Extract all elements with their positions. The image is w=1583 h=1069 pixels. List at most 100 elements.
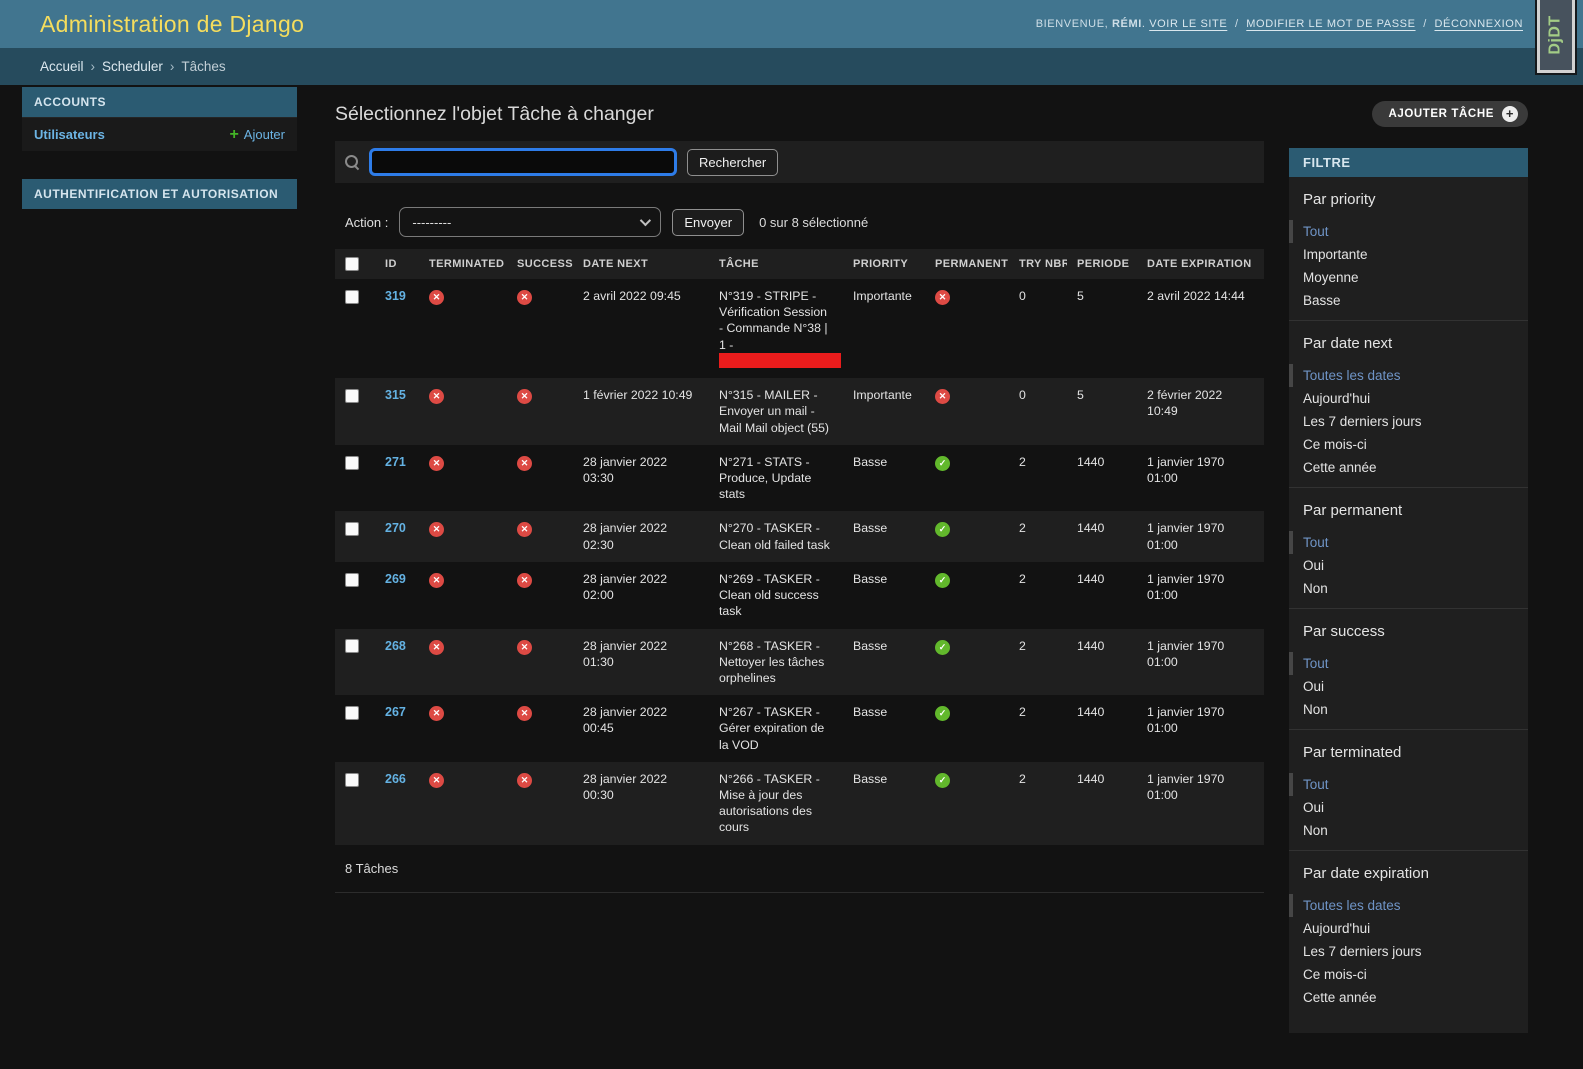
cell-priority: Basse — [843, 511, 925, 561]
cell-priority: Basse — [843, 445, 925, 512]
filter-option[interactable]: Toutes les dates — [1289, 364, 1528, 387]
filter-option[interactable]: Les 7 derniers jours — [1289, 940, 1528, 963]
filter-option-link[interactable]: Tout — [1303, 224, 1329, 239]
filter-option-link[interactable]: Importante — [1303, 247, 1368, 262]
add-utilisateur-link[interactable]: + Ajouter — [229, 127, 285, 142]
filter-option[interactable]: Cette année — [1289, 986, 1528, 1009]
cell-id: 315 — [375, 378, 419, 445]
breadcrumb-home-link[interactable]: Accueil — [40, 59, 84, 74]
add-task-button[interactable]: AJOUTER TÂCHE + — [1372, 101, 1528, 127]
cell-select — [335, 762, 375, 845]
change-password-link[interactable]: MODIFIER LE MOT DE PASSE — [1246, 18, 1415, 30]
filter-option[interactable]: Non — [1289, 698, 1528, 721]
row-id-link[interactable]: 315 — [385, 388, 406, 402]
filter-option[interactable]: Aujourd'hui — [1289, 917, 1528, 940]
filter-option[interactable]: Moyenne — [1289, 266, 1528, 289]
filter-option-link[interactable]: Tout — [1303, 535, 1329, 550]
filter-option[interactable]: Oui — [1289, 554, 1528, 577]
cell-select — [335, 562, 375, 629]
filter-option-link[interactable]: Cette année — [1303, 460, 1377, 475]
cell-terminated: ✕ — [419, 511, 507, 561]
filter-option-link[interactable]: Ce mois-ci — [1303, 967, 1367, 982]
cell-id: 319 — [375, 279, 419, 378]
cell-try-nbr: 2 — [1009, 562, 1067, 629]
filter-panel: FILTRE Par priority ToutImportanteMoyenn… — [1289, 148, 1528, 1033]
cell-task: N°319 - STRIPE - Vérification Session - … — [709, 279, 843, 378]
filter-option[interactable]: Tout — [1289, 531, 1528, 554]
row-checkbox[interactable] — [345, 573, 359, 587]
row-id-link[interactable]: 268 — [385, 639, 406, 653]
filter-option[interactable]: Tout — [1289, 220, 1528, 243]
filter-option-link[interactable]: Toutes les dates — [1303, 368, 1401, 383]
filter-option[interactable]: Oui — [1289, 675, 1528, 698]
filter-option-link[interactable]: Aujourd'hui — [1303, 921, 1370, 936]
breadcrumb-scheduler-link[interactable]: Scheduler — [102, 59, 163, 74]
search-button[interactable]: Rechercher — [687, 149, 778, 176]
row-id-link[interactable]: 269 — [385, 572, 406, 586]
row-checkbox[interactable] — [345, 456, 359, 470]
filter-option[interactable]: Non — [1289, 819, 1528, 842]
filter-option[interactable]: Oui — [1289, 796, 1528, 819]
cell-select — [335, 695, 375, 762]
filter-option-link[interactable]: Les 7 derniers jours — [1303, 414, 1422, 429]
breadcrumb: Accueil › Scheduler › Tâches — [0, 48, 1583, 85]
filter-option-link[interactable]: Tout — [1303, 656, 1329, 671]
filter-option[interactable]: Cette année — [1289, 456, 1528, 479]
terminated-icon: ✕ — [429, 290, 444, 305]
row-id-link[interactable]: 271 — [385, 455, 406, 469]
row-checkbox[interactable] — [345, 522, 359, 536]
view-site-link[interactable]: VOIR LE SITE — [1149, 18, 1227, 30]
permanent-icon: ✓ — [935, 456, 950, 471]
filter-option-link[interactable]: Oui — [1303, 800, 1324, 815]
filter-option-link[interactable]: Aujourd'hui — [1303, 391, 1370, 406]
col-id: ID — [375, 249, 419, 279]
table-row: 267 ✕ ✕ 28 janvier 2022 00:45 N°267 - TA… — [335, 695, 1264, 762]
row-checkbox[interactable] — [345, 773, 359, 787]
permanent-icon: ✓ — [935, 522, 950, 537]
filter-options: Tout Importante Moyenne Basse — [1289, 220, 1528, 312]
filter-option-link[interactable]: Cette année — [1303, 990, 1377, 1005]
model-link-utilisateurs[interactable]: Utilisateurs — [34, 127, 105, 142]
filter-option[interactable]: Les 7 derniers jours — [1289, 410, 1528, 433]
filter-option[interactable]: Importante — [1289, 243, 1528, 266]
filter-option[interactable]: Toutes les dates — [1289, 894, 1528, 917]
filter-option-link[interactable]: Moyenne — [1303, 270, 1359, 285]
filter-option[interactable]: Tout — [1289, 652, 1528, 675]
filter-option-link[interactable]: Oui — [1303, 679, 1324, 694]
row-checkbox[interactable] — [345, 290, 359, 304]
filter-option[interactable]: Ce mois-ci — [1289, 433, 1528, 456]
row-id-link[interactable]: 266 — [385, 772, 406, 786]
filter-option[interactable]: Tout — [1289, 773, 1528, 796]
row-id-link[interactable]: 270 — [385, 521, 406, 535]
table-row: 271 ✕ ✕ 28 janvier 2022 03:30 N°271 - ST… — [335, 445, 1264, 512]
cell-date-expiration: 1 janvier 1970 01:00 — [1137, 511, 1264, 561]
logout-link[interactable]: DÉCONNEXION — [1435, 18, 1524, 30]
filter-option-link[interactable]: Oui — [1303, 558, 1324, 573]
row-id-link[interactable]: 319 — [385, 289, 406, 303]
row-id-link[interactable]: 267 — [385, 705, 406, 719]
search-input[interactable] — [369, 148, 677, 176]
filter-option-link[interactable]: Ce mois-ci — [1303, 437, 1367, 452]
cell-success: ✕ — [507, 629, 573, 696]
filter-option-link[interactable]: Non — [1303, 702, 1328, 717]
filter-option-link[interactable]: Tout — [1303, 777, 1329, 792]
action-submit-button[interactable]: Envoyer — [672, 209, 744, 236]
filter-option[interactable]: Ce mois-ci — [1289, 963, 1528, 986]
row-checkbox[interactable] — [345, 639, 359, 653]
row-checkbox[interactable] — [345, 706, 359, 720]
col-date-next: DATE NEXT — [573, 249, 709, 279]
debug-toolbar-handle[interactable]: DjDT — [1537, 0, 1575, 73]
filter-option[interactable]: Non — [1289, 577, 1528, 600]
action-select[interactable]: --------- — [399, 207, 661, 237]
filter-option-link[interactable]: Basse — [1303, 293, 1341, 308]
filter-option[interactable]: Aujourd'hui — [1289, 387, 1528, 410]
select-all-checkbox[interactable] — [345, 257, 359, 271]
filter-option-link[interactable]: Non — [1303, 823, 1328, 838]
row-checkbox[interactable] — [345, 389, 359, 403]
filter-option-link[interactable]: Non — [1303, 581, 1328, 596]
cell-id: 268 — [375, 629, 419, 696]
filter-option[interactable]: Basse — [1289, 289, 1528, 312]
cell-success: ✕ — [507, 378, 573, 445]
filter-option-link[interactable]: Les 7 derniers jours — [1303, 944, 1422, 959]
filter-option-link[interactable]: Toutes les dates — [1303, 898, 1401, 913]
